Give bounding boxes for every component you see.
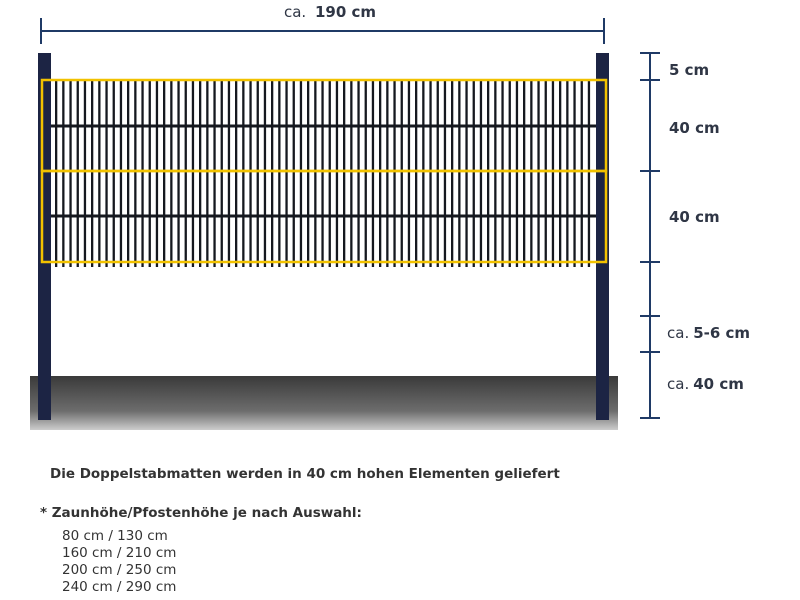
mesh-vertical-bar	[155, 80, 159, 267]
caption: Die Doppelstabmatten werden in 40 cm hoh…	[50, 466, 560, 482]
mesh-vertical-bar	[465, 80, 468, 267]
mesh-vertical-bar	[393, 80, 396, 267]
height-label-element-2: 40 cm	[669, 208, 720, 226]
mesh-vertical-bar	[227, 80, 231, 267]
mesh-vertical-bar	[407, 80, 411, 267]
mesh-vertical-bar	[299, 80, 303, 267]
height-label-ground-gap: ca. 5-6 cm	[667, 324, 750, 342]
mesh-vertical-bar	[357, 80, 360, 267]
mesh-vertical-bar	[249, 80, 252, 267]
mesh-vertical-bar	[163, 80, 166, 267]
height-label-post-depth: ca. 40 cm	[667, 375, 744, 393]
option-item: 160 cm / 210 cm	[62, 545, 177, 561]
mesh-vertical-bar	[112, 80, 115, 267]
mesh-vertical-bar	[98, 80, 101, 267]
mesh-vertical-bar	[119, 80, 123, 267]
mesh-vertical-bar	[559, 80, 562, 267]
mesh-vertical-bar	[379, 80, 382, 267]
mesh-vertical-bar	[213, 80, 216, 267]
options-title: * Zaunhöhe/Pfostenhöhe je nach Auswahl:	[40, 505, 362, 521]
mesh-vertical-bar	[307, 80, 310, 267]
height-label-element-1: 40 cm	[669, 119, 720, 137]
mesh-vertical-bar	[134, 80, 137, 267]
mesh-vertical-bar	[371, 80, 375, 267]
mesh-vertical-bar	[515, 80, 519, 267]
left-post	[38, 53, 51, 420]
mesh-horizontal-bar	[50, 124, 598, 128]
mesh-vertical-bar	[364, 80, 367, 267]
mesh-vertical-bar	[69, 80, 72, 267]
mesh-vertical-bar	[429, 80, 432, 267]
height-label-top-gap: 5 cm	[669, 61, 709, 79]
option-item: 80 cm / 130 cm	[62, 528, 168, 544]
mesh-vertical-bar	[292, 80, 295, 267]
mesh-vertical-bar	[256, 80, 259, 267]
mesh-horizontal-bar	[50, 214, 598, 218]
mesh-vertical-bar	[91, 80, 94, 267]
option-item: 240 cm / 290 cm	[62, 579, 177, 595]
mesh-vertical-bar	[573, 80, 576, 267]
mesh-vertical-bar	[472, 80, 475, 267]
mesh-vertical-bar	[422, 80, 425, 267]
mesh-vertical-bar	[184, 80, 187, 267]
mesh-vertical-bar	[220, 80, 223, 267]
option-item: 200 cm / 250 cm	[62, 562, 177, 578]
mesh-vertical-bar	[580, 80, 583, 267]
mesh-vertical-bar	[141, 80, 144, 267]
mesh-vertical-bar	[530, 80, 533, 267]
mesh-vertical-bar	[105, 80, 108, 267]
mesh-vertical-bar	[501, 80, 504, 267]
mesh-vertical-bar	[242, 80, 245, 267]
mesh-vertical-bar	[494, 80, 497, 267]
mesh-vertical-bar	[386, 80, 389, 267]
fence-diagram: ca. 190 cm 5 cm 40 cm 40 cm ca. 5-6 cm ca…	[30, 3, 750, 430]
mesh-vertical-bar	[62, 80, 65, 267]
mesh-vertical-bar	[587, 80, 591, 267]
mesh-vertical-bar	[443, 80, 447, 267]
mesh-vertical-bar	[148, 80, 151, 267]
mesh-vertical-bar	[263, 80, 267, 267]
mesh-vertical-bar	[285, 80, 288, 267]
mesh-vertical-bar	[199, 80, 202, 267]
mesh-vertical-bar	[400, 80, 403, 267]
mesh-vertical-bar	[235, 80, 238, 267]
mesh-vertical-bar	[479, 80, 483, 267]
mesh-vertical-bar	[335, 80, 339, 267]
mesh-vertical-bar	[127, 80, 130, 267]
mesh-vertical-bar	[508, 80, 511, 267]
width-label: ca. 190 cm	[284, 3, 376, 21]
mesh-vertical-bar	[170, 80, 173, 267]
mesh-vertical-bar	[537, 80, 540, 267]
mesh-vertical-bar	[328, 80, 331, 267]
width-dimension: ca. 190 cm	[40, 3, 605, 44]
mesh-vertical-bar	[278, 80, 281, 267]
height-dimension	[640, 52, 660, 419]
mesh-vertical-bar	[544, 80, 547, 267]
mesh-vertical-bar	[55, 80, 58, 267]
mesh-vertical-bar	[350, 80, 353, 267]
mesh-vertical-bar	[436, 80, 439, 267]
fence-mesh	[50, 80, 598, 267]
ground	[30, 376, 618, 430]
mesh-vertical-bar	[458, 80, 461, 267]
mesh-vertical-bar	[206, 80, 209, 267]
mesh-vertical-bar	[76, 80, 79, 267]
mesh-vertical-bar	[451, 80, 454, 267]
mesh-vertical-bar	[271, 80, 274, 267]
mesh-vertical-bar	[415, 80, 418, 267]
mesh-vertical-bar	[566, 80, 569, 267]
options-list: 80 cm / 130 cm 160 cm / 210 cm 200 cm / …	[62, 528, 176, 596]
mesh-vertical-bar	[83, 80, 87, 267]
mesh-vertical-bar	[487, 80, 490, 267]
mesh-vertical-bar	[551, 80, 555, 267]
mesh-vertical-bar	[321, 80, 324, 267]
mesh-vertical-bar	[191, 80, 195, 267]
mesh-vertical-bar	[314, 80, 317, 267]
mesh-vertical-bar	[177, 80, 180, 267]
mesh-vertical-bar	[523, 80, 526, 267]
mesh-element-lower	[40, 169, 608, 264]
mesh-vertical-bar	[343, 80, 346, 267]
